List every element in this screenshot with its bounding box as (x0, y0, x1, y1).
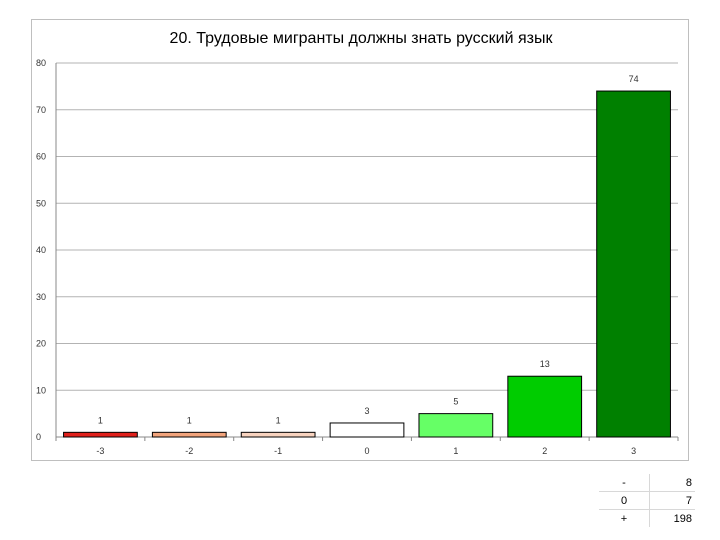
y-tick-label: 40 (36, 245, 46, 255)
y-tick-label: 20 (36, 339, 46, 349)
data-label: 3 (364, 406, 369, 416)
summary-row: - 8 (599, 474, 695, 492)
data-label: 1 (276, 415, 281, 425)
summary-table: - 8 0 7 + 198 (599, 474, 695, 527)
y-tick-label: 50 (36, 198, 46, 208)
summary-value: 7 (649, 491, 695, 510)
data-label: 5 (453, 397, 458, 407)
x-tick-label: -2 (185, 446, 193, 456)
summary-value: 8 (649, 474, 695, 492)
y-tick-label: 30 (36, 292, 46, 302)
bar (507, 375, 583, 438)
x-tick-label: 3 (631, 446, 636, 456)
summary-row: + 198 (599, 509, 695, 527)
x-tick-label: 0 (364, 446, 369, 456)
y-tick-label: 0 (36, 432, 41, 442)
summary-symbol: 0 (599, 491, 650, 510)
bar (596, 90, 671, 438)
y-tick-label: 60 (36, 152, 46, 162)
summary-symbol: + (599, 509, 650, 527)
bar (63, 431, 138, 438)
data-label: 13 (540, 359, 550, 369)
summary-symbol: - (599, 474, 650, 492)
y-tick-label: 10 (36, 385, 46, 395)
x-tick-label: -3 (96, 446, 104, 456)
x-tick-label: -1 (274, 446, 282, 456)
y-tick-label: 80 (36, 58, 46, 68)
bar (151, 431, 227, 438)
bar (418, 413, 494, 438)
y-tick-label: 70 (36, 105, 46, 115)
data-label: 74 (629, 74, 639, 84)
x-tick-label: 1 (453, 446, 458, 456)
bar (329, 422, 405, 438)
summary-value: 198 (673, 512, 692, 525)
bar (240, 431, 316, 438)
summary-row: 0 7 (599, 491, 695, 510)
x-tick-label: 2 (542, 446, 547, 456)
chart-frame: 0 10 20 30 40 50 60 70 80 1 -3 1 -2 1 -1 3 0 5 1 13 2 74 3 20.… (31, 19, 689, 461)
data-label: 1 (98, 415, 103, 425)
data-label: 1 (187, 415, 192, 425)
chart-title: 20. Трудовые мигранты должны знать русск… (169, 30, 553, 47)
